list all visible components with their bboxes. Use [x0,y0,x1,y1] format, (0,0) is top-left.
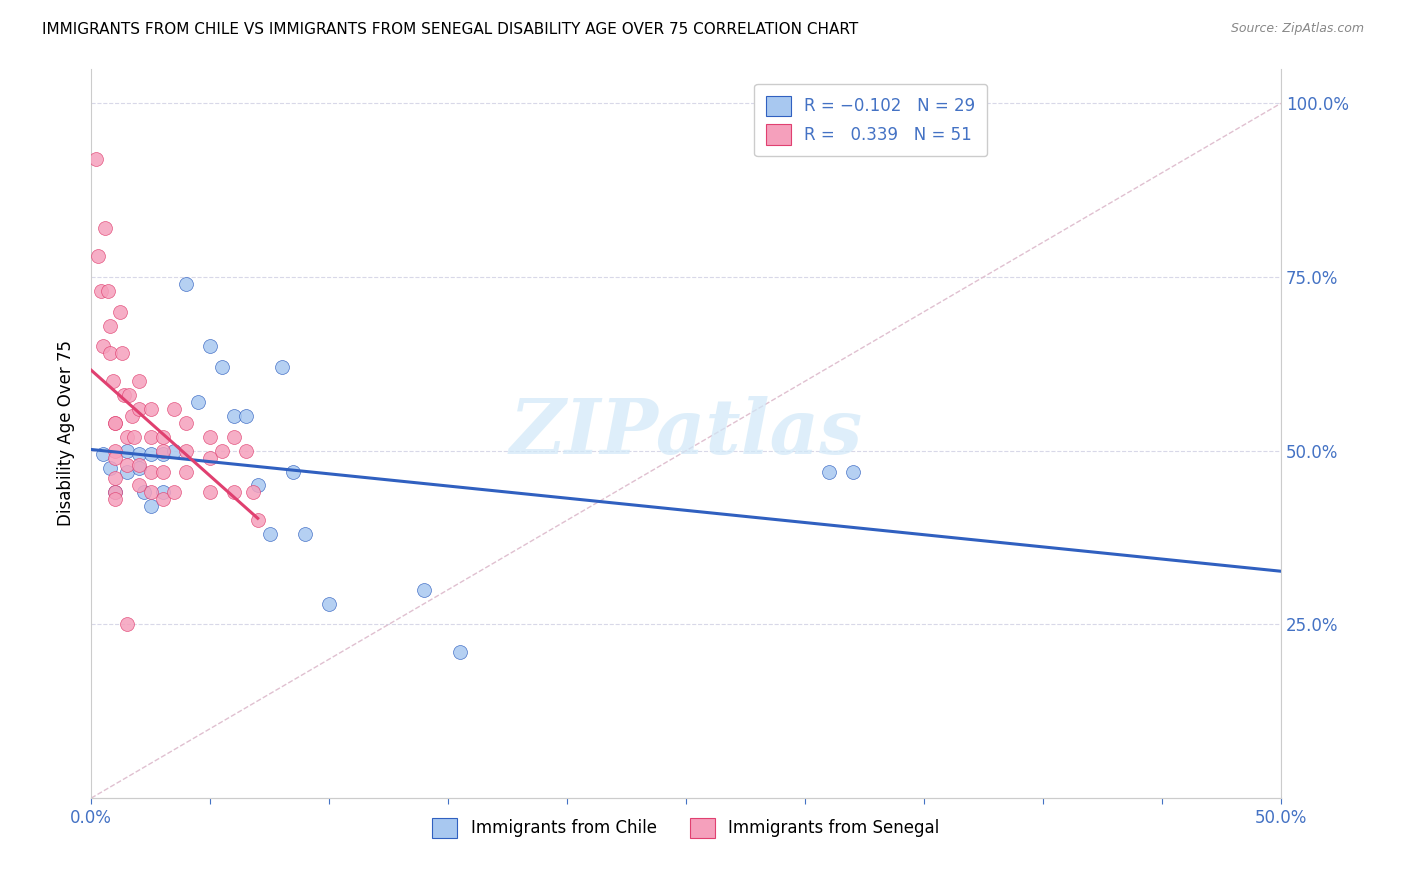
Point [98,318,121,333]
Point [139,500,162,514]
Point [163,402,186,417]
Point [176,277,198,291]
Point [98,461,121,475]
Point [104,443,127,458]
Point [152,465,174,479]
Point [235,443,257,458]
Point [104,416,127,430]
Point [246,478,269,492]
Point [115,458,138,472]
Text: ZIPatlas: ZIPatlas [509,396,863,470]
Point [235,409,257,423]
Point [187,395,209,409]
Point [84,152,107,166]
Point [198,430,221,444]
Point [121,409,143,423]
Point [104,485,127,500]
Point [128,447,150,461]
Point [211,443,233,458]
Point [90,284,112,298]
Point [152,492,174,507]
Point [152,447,174,461]
Point [318,597,340,611]
Point [163,485,186,500]
Point [104,492,127,507]
Point [104,416,127,430]
Point [104,450,127,465]
Point [111,346,134,360]
Legend: Immigrants from Chile, Immigrants from Senegal: Immigrants from Chile, Immigrants from S… [426,811,946,845]
Point [176,443,198,458]
Point [413,582,436,597]
Point [152,485,174,500]
Point [163,443,186,458]
Point [122,430,145,444]
Point [128,402,150,417]
Point [198,485,221,500]
Point [176,416,198,430]
Point [198,450,221,465]
Point [87,249,110,263]
Point [176,465,198,479]
Point [115,430,138,444]
Text: IMMIGRANTS FROM CHILE VS IMMIGRANTS FROM SENEGAL DISABILITY AGE OVER 75 CORRELAT: IMMIGRANTS FROM CHILE VS IMMIGRANTS FROM… [42,22,859,37]
Point [139,402,162,417]
Point [222,409,245,423]
Point [108,304,131,318]
Point [841,465,863,479]
Point [128,461,150,475]
Point [118,388,141,402]
Point [115,465,138,479]
Point [94,221,117,235]
Point [91,447,114,461]
Point [242,485,264,500]
Point [259,527,281,541]
Point [283,465,305,479]
Point [294,527,316,541]
Point [139,447,162,461]
Point [115,443,138,458]
Point [98,346,121,360]
Point [91,339,114,353]
Point [104,485,127,500]
Point [139,485,162,500]
Point [114,388,136,402]
Point [222,485,245,500]
Point [115,617,138,632]
Point [104,471,127,485]
Point [132,485,155,500]
Point [152,443,174,458]
Point [97,284,120,298]
Point [139,465,162,479]
Point [152,430,174,444]
Point [139,430,162,444]
Text: Source: ZipAtlas.com: Source: ZipAtlas.com [1230,22,1364,36]
Point [101,374,124,388]
Point [128,458,150,472]
Point [246,513,269,527]
Point [128,478,150,492]
Y-axis label: Disability Age Over 75: Disability Age Over 75 [58,341,75,526]
Point [449,645,471,659]
Point [211,360,233,375]
Point [198,339,221,353]
Point [128,374,150,388]
Point [222,430,245,444]
Point [817,465,839,479]
Point [270,360,292,375]
